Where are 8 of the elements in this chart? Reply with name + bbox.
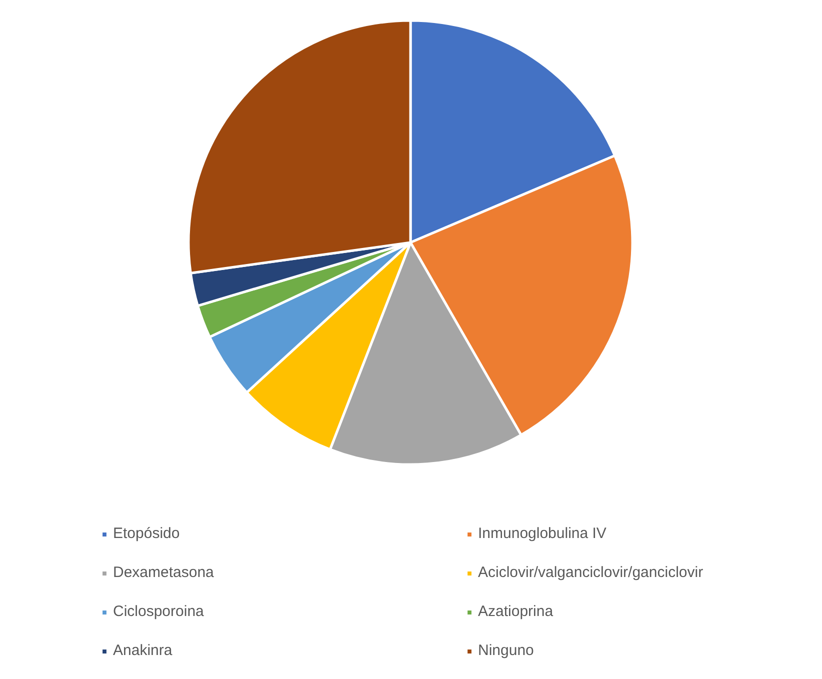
legend-label: Dexametasona — [113, 564, 215, 581]
legend-label: Ciclosporoina — [113, 603, 205, 620]
legend-label: Etopósido — [113, 525, 181, 542]
legend-label: Anakinra — [113, 642, 174, 659]
legend-label: Azatioprina — [478, 603, 554, 620]
legend-label: Ninguno — [478, 642, 535, 659]
legend-label: Aciclovir/valganciclovir/ganciclovir — [478, 564, 704, 581]
legend-label: Inmunoglobulina IV — [478, 525, 608, 542]
